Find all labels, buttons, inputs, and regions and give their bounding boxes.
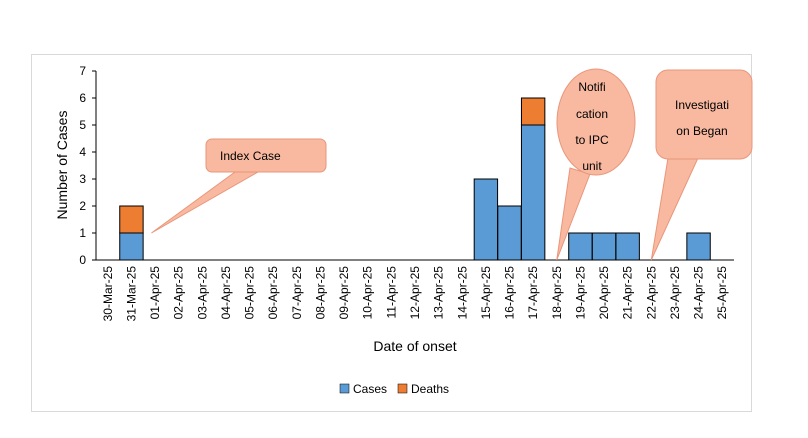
bar-cases-24-Apr-25 bbox=[686, 232, 711, 261]
callout-index-box bbox=[205, 138, 327, 173]
x-tick-label: 05-Apr-25 bbox=[243, 266, 257, 320]
x-tick-label: 14-Apr-25 bbox=[455, 266, 469, 320]
x-tick-label: 03-Apr-25 bbox=[195, 266, 209, 320]
bar-deaths-17-Apr-25 bbox=[520, 97, 546, 126]
x-tick-label: 06-Apr-25 bbox=[266, 266, 280, 320]
bar-cases-21-Apr-25 bbox=[615, 232, 640, 261]
x-tick-label: 12-Apr-25 bbox=[408, 266, 422, 320]
x-tick-label: 25-Apr-25 bbox=[715, 266, 729, 320]
callout-index-text: Index Case bbox=[220, 149, 281, 163]
y-tick-label: 7 bbox=[79, 64, 86, 78]
legend-deaths-swatch bbox=[397, 383, 408, 394]
x-tick-label: 16-Apr-25 bbox=[503, 266, 517, 320]
bar-cases-20-Apr-25 bbox=[591, 232, 617, 261]
x-tick-label: 11-Apr-25 bbox=[384, 266, 398, 319]
callout-notification-oval bbox=[556, 68, 636, 176]
bar-cases-17-Apr-25 bbox=[520, 124, 546, 261]
y-tick-label: 3 bbox=[79, 172, 86, 186]
y-tick-label: 4 bbox=[79, 145, 86, 159]
y-axis-title: Number of Cases bbox=[54, 111, 70, 220]
callout-notification-text: cation bbox=[576, 107, 608, 121]
x-tick-label: 08-Apr-25 bbox=[313, 266, 327, 320]
y-tick-label: 6 bbox=[79, 91, 86, 105]
x-tick-label: 22-Apr-25 bbox=[644, 266, 658, 320]
bar-cases-15-Apr-25 bbox=[473, 178, 499, 261]
x-tick-label: 30-Mar-25 bbox=[101, 266, 115, 322]
x-tick-label: 02-Apr-25 bbox=[172, 266, 186, 320]
x-tick-label: 19-Apr-25 bbox=[573, 266, 587, 320]
callout-notification-text: unit bbox=[582, 159, 602, 173]
x-tick-label: 09-Apr-25 bbox=[337, 266, 351, 320]
callout-notification-text: Notifi bbox=[578, 80, 605, 94]
x-tick-label: 24-Apr-25 bbox=[692, 266, 706, 320]
y-tick-label: 0 bbox=[79, 253, 86, 267]
y-tick-label: 5 bbox=[79, 118, 86, 132]
callout-investigation-text: on Began bbox=[676, 124, 727, 138]
bar-cases-31-Mar-25 bbox=[119, 232, 144, 261]
y-tick-label: 1 bbox=[79, 226, 86, 240]
bar-deaths-31-Mar-25 bbox=[119, 205, 144, 234]
x-tick-label: 15-Apr-25 bbox=[479, 266, 493, 320]
x-tick-label: 10-Apr-25 bbox=[361, 266, 375, 320]
bar-cases-16-Apr-25 bbox=[497, 205, 522, 261]
x-tick-label: 21-Apr-25 bbox=[621, 266, 635, 320]
legend-cases-label: Cases bbox=[353, 382, 387, 396]
y-tick-label: 2 bbox=[79, 199, 86, 213]
x-tick-label: 13-Apr-25 bbox=[432, 266, 446, 320]
x-tick-label: 31-Mar-25 bbox=[124, 266, 138, 322]
bar-cases-19-Apr-25 bbox=[568, 232, 593, 261]
x-tick-label: 20-Apr-25 bbox=[597, 266, 611, 320]
x-tick-label: 18-Apr-25 bbox=[550, 266, 564, 320]
callout-notification-text: to IPC bbox=[575, 133, 609, 147]
legend-cases-swatch bbox=[339, 383, 350, 394]
x-axis-title: Date of onset bbox=[373, 338, 456, 354]
x-tick-label: 07-Apr-25 bbox=[290, 266, 304, 320]
x-tick-label: 01-Apr-25 bbox=[148, 266, 162, 320]
callout-investigation-text: Investigati bbox=[675, 98, 729, 112]
legend-deaths-label: Deaths bbox=[411, 382, 449, 396]
callout-index-pointer bbox=[151, 171, 260, 234]
x-tick-label: 04-Apr-25 bbox=[219, 266, 233, 320]
x-tick-label: 23-Apr-25 bbox=[668, 266, 682, 320]
callout-investigation-box bbox=[655, 69, 753, 160]
x-tick-label: 17-Apr-25 bbox=[526, 266, 540, 320]
